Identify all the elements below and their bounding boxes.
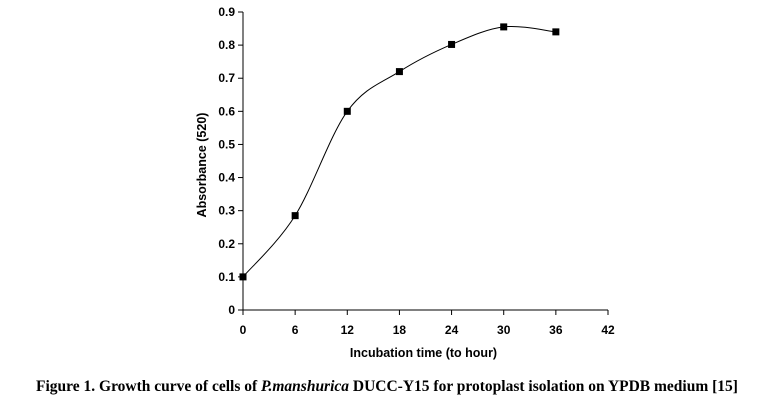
y-tick-label: 0.5 xyxy=(218,137,235,151)
data-point-markers xyxy=(239,23,560,281)
y-tick-label: 0.3 xyxy=(218,204,235,218)
y-axis-ticks xyxy=(238,11,243,311)
y-tick-label: 0.7 xyxy=(218,71,235,85)
x-tick-label: 18 xyxy=(393,323,407,337)
x-axis-ticks xyxy=(242,310,609,315)
y-tick-label: 0.4 xyxy=(218,171,235,185)
y-tick-label: 0 xyxy=(228,303,235,317)
caption-tail: DUCC-Y15 for protoplast isolation on YPD… xyxy=(349,378,738,395)
y-tick-labels: 0 0.1 0.2 0.3 0.4 0.5 0.6 0.7 0.8 0.9 xyxy=(218,5,235,317)
caption-species: P.manshurica xyxy=(261,378,350,395)
data-point-marker xyxy=(239,273,247,281)
x-tick-label: 36 xyxy=(549,323,563,337)
x-tick-labels: 0 6 12 18 24 30 36 42 xyxy=(240,323,615,337)
data-point-marker xyxy=(343,107,351,115)
y-tick-label: 0.2 xyxy=(218,237,235,251)
y-axis-title: Absorbance (520) xyxy=(195,113,209,218)
data-point-marker xyxy=(552,28,560,36)
data-point-marker xyxy=(395,68,403,76)
caption-lead: Figure 1. Growth curve of cells of xyxy=(36,378,262,395)
x-tick-label: 30 xyxy=(497,323,511,337)
data-point-marker xyxy=(448,40,456,48)
figure-caption: Figure 1. Growth curve of cells of P.man… xyxy=(0,378,774,396)
x-tick-label: 24 xyxy=(445,323,459,337)
x-axis-title: Incubation time (to hour) xyxy=(350,346,497,360)
x-tick-label: 0 xyxy=(240,323,247,337)
data-point-marker xyxy=(291,212,299,220)
y-tick-label: 0.9 xyxy=(218,5,235,19)
y-tick-label: 0.6 xyxy=(218,104,235,118)
y-tick-label: 0.8 xyxy=(218,38,235,52)
x-tick-label: 42 xyxy=(601,323,615,337)
data-point-marker xyxy=(500,23,508,31)
y-tick-label: 0.1 xyxy=(218,270,235,284)
x-tick-label: 12 xyxy=(341,323,355,337)
growth-curve-line xyxy=(242,25,556,278)
x-tick-label: 6 xyxy=(292,323,299,337)
